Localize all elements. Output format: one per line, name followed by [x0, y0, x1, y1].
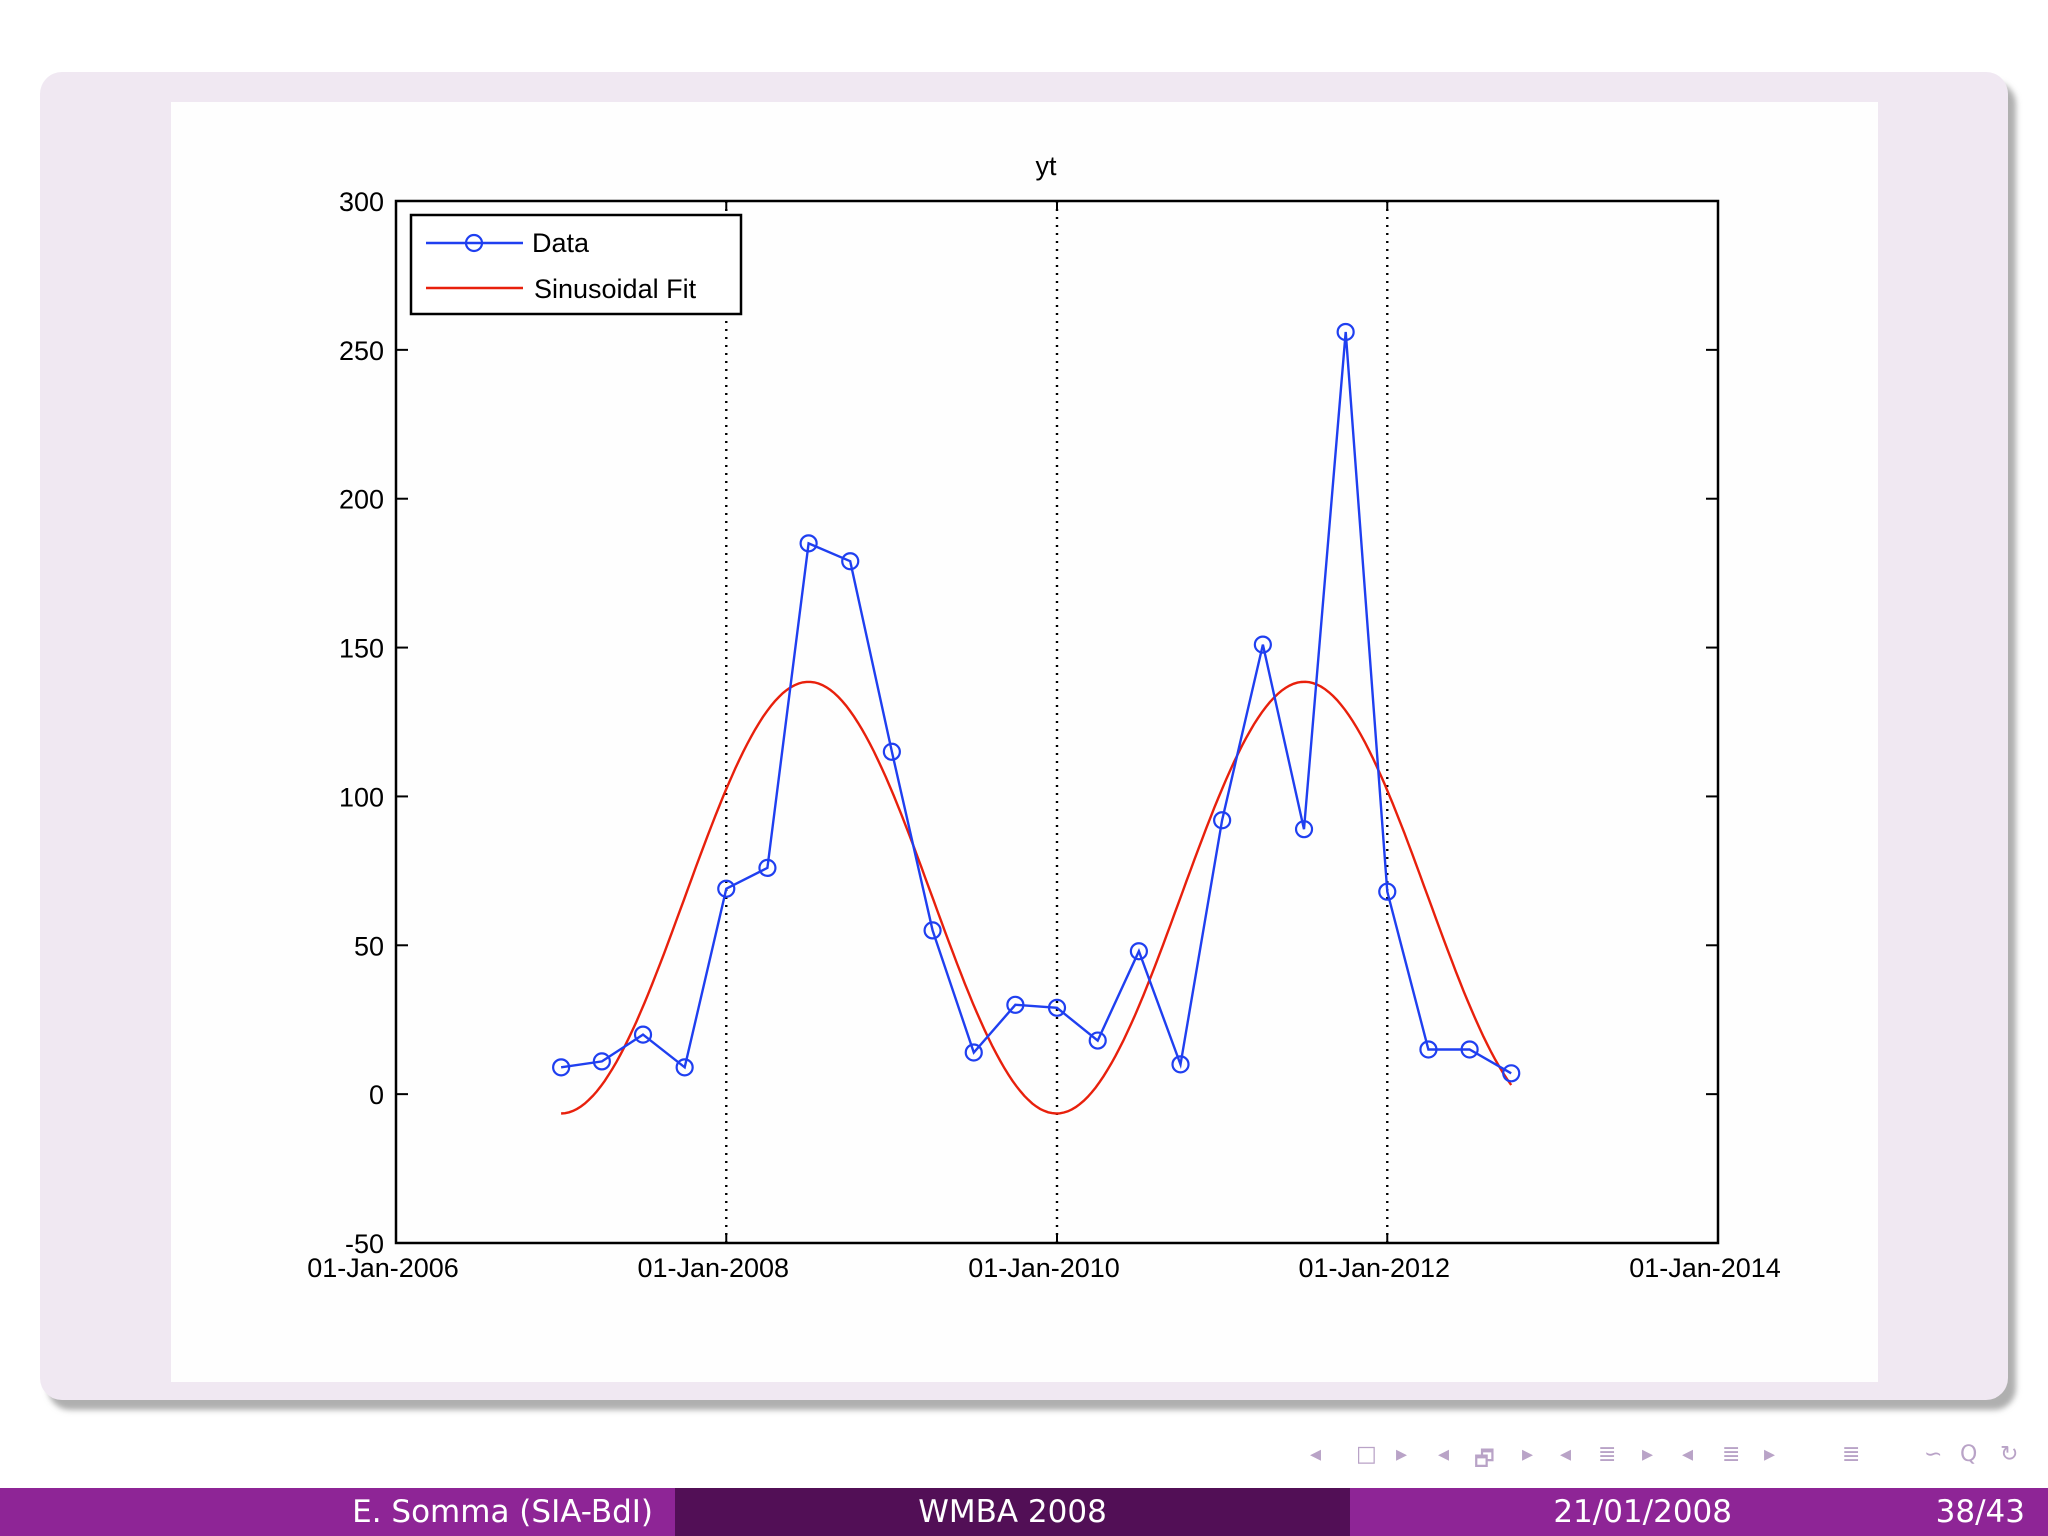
- prev-subsection-arrow-icon[interactable]: ◂: [1438, 1442, 1450, 1467]
- legend-data-label: Data: [532, 228, 590, 258]
- data-point-marker: [1253, 635, 1272, 654]
- y-tick-label: 250: [339, 336, 384, 366]
- next-document-arrow-icon[interactable]: ▸: [1764, 1442, 1776, 1467]
- figure: yt -50 0 50 100 150 200 250 300 01-Jan-2…: [171, 102, 1878, 1382]
- back-icon[interactable]: ∽: [1924, 1442, 1943, 1467]
- x-tick-label: 01-Jan-2008: [637, 1253, 789, 1283]
- data-point-marker: [675, 1058, 694, 1077]
- x-axis-tick-labels: 01-Jan-2006 01-Jan-2008 01-Jan-2010 01-J…: [307, 1253, 1781, 1283]
- data-point-marker: [799, 534, 818, 553]
- data-point-marker: [1129, 942, 1148, 961]
- next-subsection-arrow-icon[interactable]: ▸: [1522, 1442, 1534, 1467]
- x-tick-label: 01-Jan-2012: [1298, 1253, 1450, 1283]
- data-point-marker: [1047, 998, 1067, 1017]
- data-point-marker: [1171, 1055, 1190, 1074]
- data-point-marker: [882, 742, 901, 761]
- chart-title: yt: [1035, 151, 1057, 181]
- data-point-marker: [1502, 1064, 1521, 1083]
- data-point-marker: [1419, 1040, 1438, 1059]
- legend: Data Sinusoidal Fit: [409, 213, 743, 316]
- document-icon[interactable]: ≣: [1722, 1442, 1741, 1467]
- next-section-arrow-icon[interactable]: ▸: [1642, 1442, 1654, 1467]
- prev-document-arrow-icon[interactable]: ◂: [1682, 1442, 1694, 1467]
- data-point-marker: [717, 879, 736, 898]
- data-point-marker: [758, 858, 777, 877]
- x-tick-label: 01-Jan-2010: [968, 1253, 1120, 1283]
- footer-date: 21/01/2008: [1350, 1488, 1760, 1536]
- beamer-navigation-bar: ◂ □ ▸ ◂ 🗗 ▸ ◂ ≣ ▸ ◂ ≣ ▸ ≣ ∽ Q ↻: [1310, 1442, 2040, 1472]
- y-tick-label: 150: [339, 634, 384, 664]
- y-tick-label: 200: [339, 485, 384, 515]
- y-tick-label: 50: [354, 931, 384, 961]
- data-point-marker: [633, 1025, 653, 1044]
- subsection-icon[interactable]: 🗗: [1474, 1447, 1495, 1472]
- data-point-marker: [552, 1058, 571, 1077]
- prev-frame-arrow-icon[interactable]: ◂: [1310, 1442, 1322, 1467]
- prev-section-arrow-icon[interactable]: ◂: [1560, 1442, 1572, 1467]
- y-tick-label: -50: [345, 1229, 384, 1259]
- data-point-marker: [841, 552, 860, 571]
- refresh-icon[interactable]: ↻: [2000, 1442, 2019, 1467]
- y-tick-label: 0: [369, 1080, 384, 1110]
- legend-box: [409, 213, 743, 316]
- y-tick-label: 100: [339, 782, 384, 812]
- data-point-marker: [1006, 995, 1025, 1014]
- data-point-marker: [1460, 1040, 1479, 1059]
- grid-lines: [725, 201, 1389, 1243]
- align-icon[interactable]: ≣: [1842, 1442, 1861, 1467]
- data-point-marker: [1336, 322, 1355, 342]
- x-tick-label: 01-Jan-2014: [1629, 1253, 1781, 1283]
- y-tick-label: 300: [339, 187, 384, 217]
- legend-data-marker-sample: [464, 233, 484, 253]
- x-tick-label: 01-Jan-2006: [307, 1253, 459, 1283]
- section-icon[interactable]: ≣: [1598, 1442, 1617, 1467]
- footer-page-number: 38/43: [1760, 1488, 2048, 1536]
- data-point-marker: [592, 1052, 611, 1071]
- data-point-marker: [1378, 882, 1397, 901]
- footer-author: E. Somma (SIA-BdI): [0, 1488, 675, 1536]
- legend-fit-label: Sinusoidal Fit: [534, 274, 697, 304]
- search-icon[interactable]: Q: [1960, 1442, 1978, 1467]
- data-point-marker: [923, 921, 942, 940]
- data-point-marker: [1294, 820, 1314, 839]
- footer-bar: E. Somma (SIA-BdI) WMBA 2008 21/01/2008 …: [0, 1488, 2048, 1536]
- data-point-marker: [1088, 1031, 1107, 1050]
- data-series-markers: [552, 322, 1521, 1083]
- y-axis-tick-labels: -50 0 50 100 150 200 250 300: [339, 187, 384, 1259]
- data-series-line: [560, 331, 1512, 1075]
- frame-icon[interactable]: □: [1356, 1442, 1377, 1467]
- data-point-marker: [964, 1043, 983, 1062]
- next-frame-arrow-icon[interactable]: ▸: [1396, 1442, 1408, 1467]
- footer-conference: WMBA 2008: [675, 1488, 1350, 1536]
- axis-ticks: [395, 200, 1719, 1244]
- sinusoidal-fit-series-line: [561, 680, 1513, 1115]
- data-point-marker: [1213, 811, 1232, 830]
- chart: yt -50 0 50 100 150 200 250 300 01-Jan-2…: [307, 151, 1781, 1283]
